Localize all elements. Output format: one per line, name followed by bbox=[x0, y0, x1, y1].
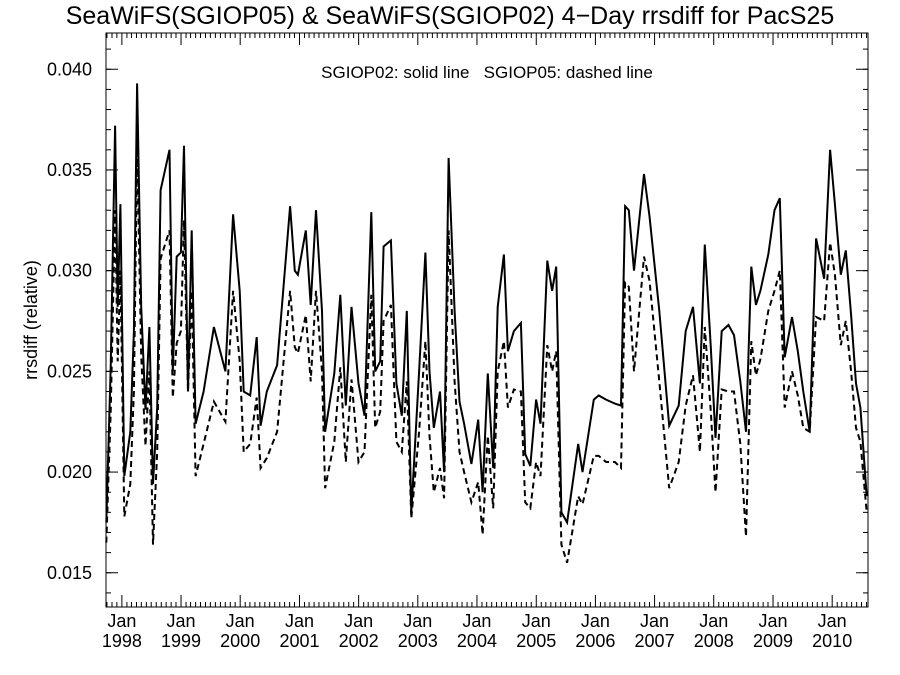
axes: 0.0150.0200.0250.0300.0350.040Jan1998Jan… bbox=[47, 32, 869, 651]
series-line-sgiop02 bbox=[105, 83, 868, 526]
x-tick-year-label: 2002 bbox=[339, 631, 379, 651]
x-tick-year-label: 2006 bbox=[575, 631, 615, 651]
chart-title: SeaWiFS(SGIOP05) & SeaWiFS(SGIOP02) 4−Da… bbox=[65, 2, 835, 30]
x-tick-year-label: 2009 bbox=[753, 631, 793, 651]
x-tick-month-label: Jan bbox=[640, 611, 669, 631]
x-tick-month-label: Jan bbox=[818, 611, 847, 631]
x-tick-year-label: 2004 bbox=[457, 631, 497, 651]
y-tick-label: 0.030 bbox=[47, 261, 92, 281]
x-tick-year-label: 2000 bbox=[220, 631, 260, 651]
x-tick-month-label: Jan bbox=[344, 611, 373, 631]
y-tick-label: 0.025 bbox=[47, 361, 92, 381]
y-tick-label: 0.035 bbox=[47, 160, 92, 180]
x-tick-year-label: 2010 bbox=[812, 631, 852, 651]
x-tick-month-label: Jan bbox=[285, 611, 314, 631]
x-tick-month-label: Jan bbox=[226, 611, 255, 631]
x-tick-year-label: 2003 bbox=[398, 631, 438, 651]
y-tick-label: 0.040 bbox=[47, 59, 92, 79]
x-tick-month-label: Jan bbox=[462, 611, 491, 631]
x-tick-year-label: 2007 bbox=[635, 631, 675, 651]
plot-frame bbox=[105, 32, 869, 608]
x-tick-month-label: Jan bbox=[522, 611, 551, 631]
x-tick-year-label: 1998 bbox=[102, 631, 142, 651]
x-tick-month-label: Jan bbox=[699, 611, 728, 631]
x-tick-month-label: Jan bbox=[581, 611, 610, 631]
x-tick-month-label: Jan bbox=[403, 611, 432, 631]
series-lines bbox=[105, 83, 868, 564]
x-tick-year-label: 1999 bbox=[161, 631, 201, 651]
legend-annotation: SGIOP02: solid line SGIOP05: dashed line bbox=[321, 63, 653, 82]
y-tick-label: 0.020 bbox=[47, 462, 92, 482]
x-tick-month-label: Jan bbox=[107, 611, 136, 631]
x-tick-year-label: 2005 bbox=[516, 631, 556, 651]
x-tick-year-label: 2008 bbox=[694, 631, 734, 651]
x-tick-year-label: 2001 bbox=[279, 631, 319, 651]
y-axis-title: rrsdiff (relative) bbox=[21, 260, 41, 380]
series-line-sgiop05 bbox=[105, 147, 868, 564]
x-tick-month-label: Jan bbox=[759, 611, 788, 631]
x-tick-month-label: Jan bbox=[167, 611, 196, 631]
y-tick-label: 0.015 bbox=[47, 563, 92, 583]
